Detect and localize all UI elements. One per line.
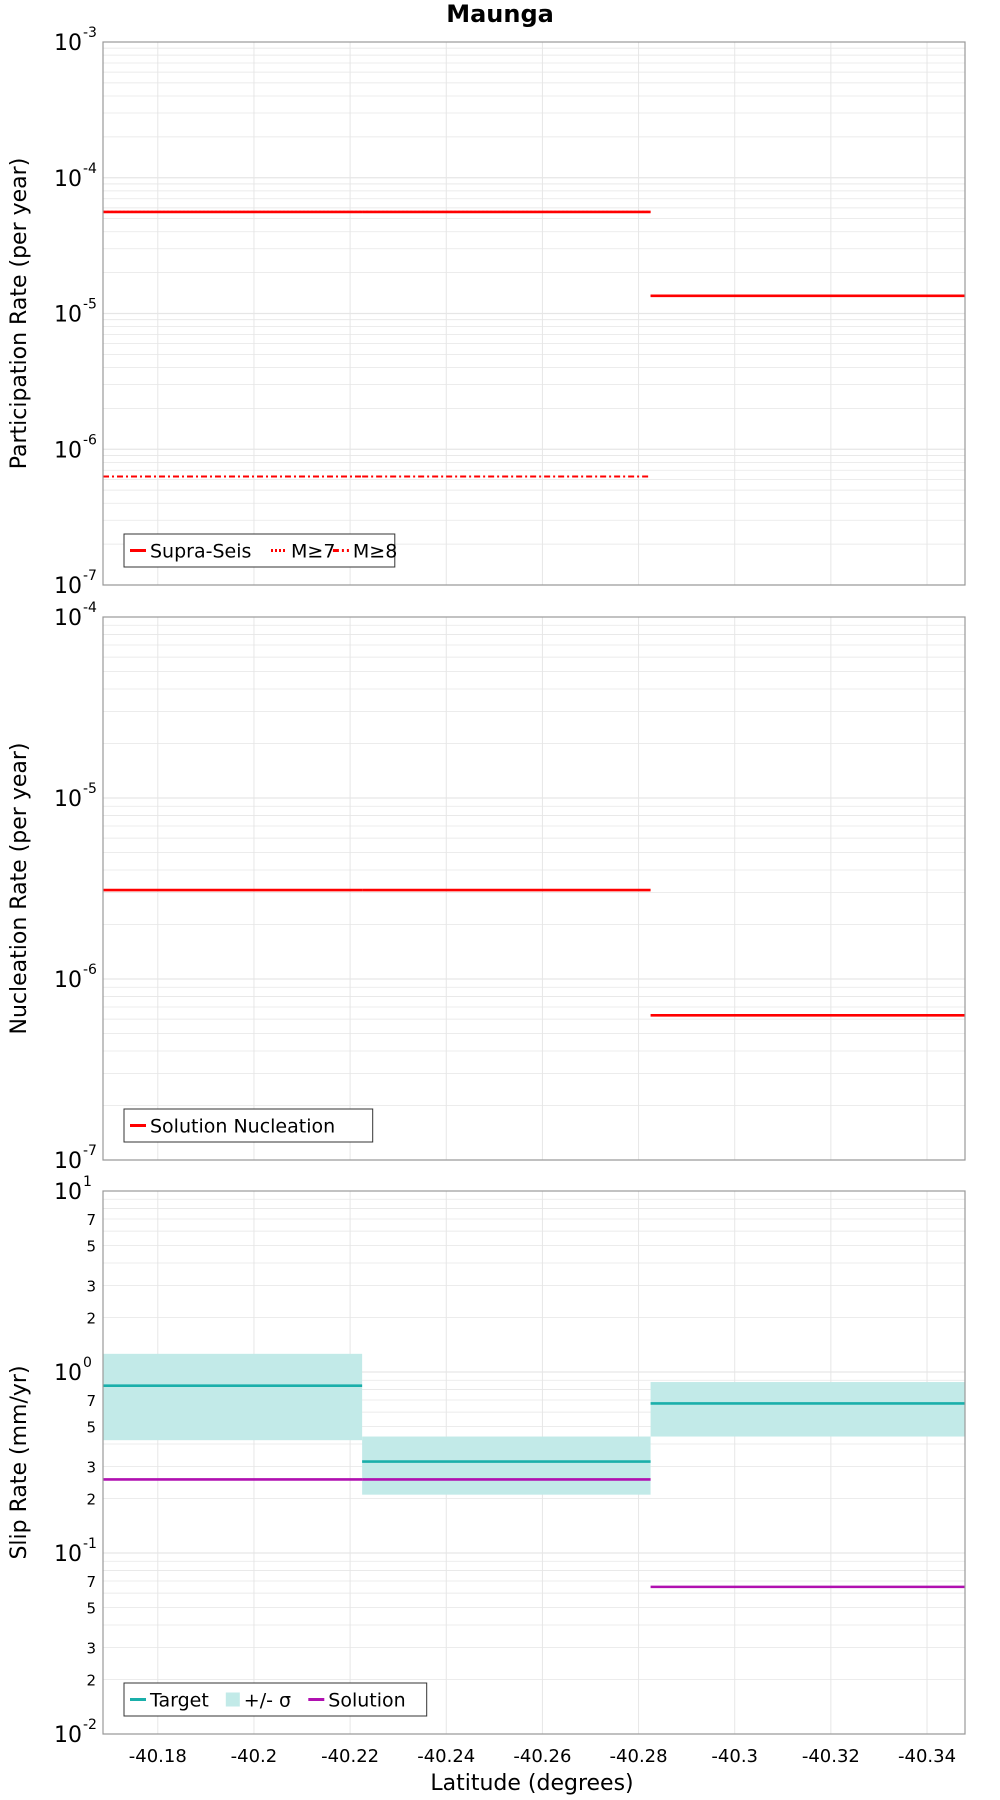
y-tick-label: 10 xyxy=(54,1542,82,1567)
y-tick-label: 10 xyxy=(54,1723,82,1748)
y-tick-exponent: 0 xyxy=(83,1355,92,1371)
y-axis-label: Participation Rate (per year) xyxy=(7,158,32,470)
legend-label: M≥8 xyxy=(353,541,397,563)
y-minor-tick-label: 5 xyxy=(86,1418,96,1436)
x-tick-label: -40.26 xyxy=(513,1746,571,1767)
legend: Solution Nucleation xyxy=(123,1108,374,1143)
y-tick-label: 10 xyxy=(54,968,82,993)
x-axis-label: Latitude (degrees) xyxy=(430,1771,633,1796)
y-tick-label: 10 xyxy=(54,167,82,192)
y-tick-exponent: -5 xyxy=(83,781,97,797)
x-tick-label: -40.32 xyxy=(802,1746,860,1767)
y-tick-label: 10 xyxy=(54,438,82,463)
y-tick-label: 10 xyxy=(54,31,82,56)
sigma-band-segment xyxy=(362,1436,651,1495)
y-tick-exponent: -6 xyxy=(83,962,97,978)
legend: Supra-Seis M≥7 M≥8 xyxy=(123,533,397,568)
y-tick-exponent: -5 xyxy=(83,297,97,313)
y-minor-tick-label: 3 xyxy=(86,1459,96,1477)
y-minor-tick-label: 7 xyxy=(86,1392,96,1410)
legend-label: Target xyxy=(149,1690,209,1712)
y-minor-tick-label: 5 xyxy=(86,1237,96,1255)
y-tick-exponent: -4 xyxy=(83,161,97,177)
y-minor-tick-label: 3 xyxy=(86,1278,96,1296)
sigma-band-segment xyxy=(103,1353,363,1441)
figure-title: Maunga xyxy=(446,0,554,28)
y-minor-tick-label: 2 xyxy=(86,1672,96,1690)
y-tick-label: 10 xyxy=(54,787,82,812)
y-tick-exponent: -7 xyxy=(83,568,97,584)
legend-label: Solution xyxy=(328,1690,405,1712)
plot-frame xyxy=(102,41,966,586)
legend-box xyxy=(123,1108,374,1143)
y-tick-label: 10 xyxy=(54,1180,82,1205)
y-tick-label: 10 xyxy=(54,606,82,631)
y-tick-label: 10 xyxy=(54,303,82,328)
y-tick-exponent: -1 xyxy=(83,1536,97,1552)
legend-label: +/- σ xyxy=(244,1690,291,1712)
legend-label: Supra-Seis xyxy=(150,541,251,563)
legend: Target +/- σ Solution xyxy=(123,1682,428,1717)
plot-frame xyxy=(102,1190,966,1735)
plot-frame xyxy=(102,616,966,1161)
y-minor-tick-label: 7 xyxy=(86,1573,96,1591)
legend-box xyxy=(123,1682,428,1717)
legend-label: M≥7 xyxy=(291,541,335,563)
y-minor-tick-label: 3 xyxy=(86,1640,96,1658)
y-tick-exponent: -2 xyxy=(83,1717,97,1733)
legend-swatch xyxy=(225,1692,240,1707)
x-tick-label: -40.18 xyxy=(129,1746,187,1767)
x-tick-label: -40.2 xyxy=(231,1746,278,1767)
x-tick-label: -40.34 xyxy=(898,1746,956,1767)
y-tick-exponent: -3 xyxy=(83,25,97,41)
x-tick-label: -40.3 xyxy=(711,1746,758,1767)
y-tick-label: 10 xyxy=(54,1149,82,1174)
y-tick-exponent: -4 xyxy=(83,600,97,616)
y-minor-tick-label: 7 xyxy=(86,1211,96,1229)
y-tick-label: 10 xyxy=(54,1361,82,1386)
y-tick-exponent: -6 xyxy=(83,432,97,448)
x-tick-label: -40.28 xyxy=(610,1746,668,1767)
y-tick-exponent: -7 xyxy=(83,1143,97,1159)
legend-box xyxy=(123,533,396,568)
sigma-band-segment xyxy=(650,1382,965,1437)
y-tick-exponent: 1 xyxy=(83,1174,92,1190)
y-axis-label: Slip Rate (mm/yr) xyxy=(7,1365,32,1559)
legend-label: Solution Nucleation xyxy=(150,1116,335,1138)
y-minor-tick-label: 2 xyxy=(86,1310,96,1328)
y-minor-tick-label: 2 xyxy=(86,1491,96,1509)
y-tick-label: 10 xyxy=(54,574,82,599)
y-minor-tick-label: 5 xyxy=(86,1599,96,1617)
x-tick-label: -40.22 xyxy=(321,1746,379,1767)
y-axis-label: Nucleation Rate (per year) xyxy=(7,743,32,1035)
x-tick-label: -40.24 xyxy=(417,1746,475,1767)
